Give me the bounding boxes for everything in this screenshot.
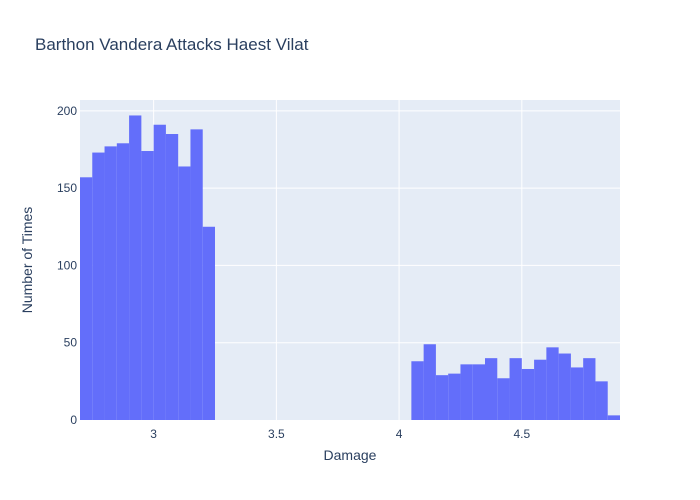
x-tick-label: 4 (396, 427, 403, 441)
chart-title: Barthon Vandera Attacks Haest Vilat (35, 35, 309, 54)
histogram-bar (583, 358, 596, 420)
histogram-bar (202, 226, 215, 420)
histogram-bar (141, 151, 154, 420)
histogram-bar (178, 166, 191, 420)
y-axis-ticks: 0 50 100 150 200 (57, 104, 77, 427)
histogram-bar (153, 124, 166, 420)
histogram-bar (595, 381, 608, 420)
x-axis-title: Damage (324, 447, 377, 463)
y-axis-title: Number of Times (19, 207, 35, 314)
y-tick-label: 150 (57, 181, 77, 195)
histogram-bar (570, 367, 584, 420)
y-tick-label: 200 (57, 104, 77, 118)
histogram-bar (472, 364, 485, 420)
y-tick-label: 100 (57, 258, 77, 272)
x-tick-label: 3.5 (268, 427, 285, 441)
histogram-bar (497, 378, 510, 420)
histogram-bar (460, 364, 473, 420)
histogram-bar (423, 344, 436, 420)
histogram-bar (411, 361, 424, 420)
histogram-bar (116, 143, 130, 420)
bars (80, 115, 620, 421)
histogram-bar (558, 353, 571, 420)
histogram-bar (104, 146, 117, 420)
x-tick-label: 3 (150, 427, 157, 441)
histogram-bar (129, 115, 142, 421)
x-axis-ticks: 3 3.5 4 4.5 (150, 427, 530, 441)
histogram-bar (190, 129, 203, 420)
histogram-bar (509, 358, 522, 420)
y-tick-label: 0 (70, 413, 77, 427)
histogram-bar (165, 134, 179, 421)
x-tick-label: 4.5 (513, 427, 530, 441)
histogram-bar (534, 359, 547, 420)
histogram-bar (485, 358, 498, 420)
y-tick-label: 50 (64, 336, 78, 350)
histogram-bar (546, 347, 559, 420)
histogram-bar (607, 415, 620, 420)
histogram-bar (448, 373, 461, 420)
histogram-bar (80, 177, 93, 420)
histogram-bar (92, 152, 105, 421)
histogram-bar (521, 368, 535, 420)
histogram-bar (435, 375, 449, 420)
